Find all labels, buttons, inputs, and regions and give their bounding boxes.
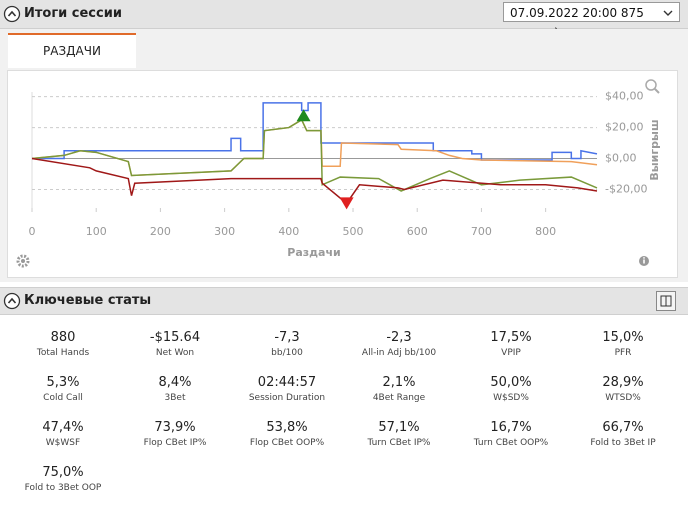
session-dropdown[interactable]: 07.09.2022 20:00 875 раздач) [503, 2, 680, 40]
stat-value: -$15.64 [149, 330, 201, 345]
extreme-marker [339, 197, 354, 210]
x-tick-label: 700 [471, 225, 492, 238]
stat-value: 16,7% [490, 420, 532, 435]
stat-value: 8,4% [158, 375, 192, 390]
stats-title: Ключевые статы [24, 293, 152, 308]
collapse-icon[interactable] [3, 5, 21, 23]
stats-header: Ключевые статы [0, 287, 688, 315]
stat: -2,3 All-in Adj bb/100 [343, 330, 455, 358]
stat-label: VPIP [501, 348, 521, 358]
x-tick-label: 500 [343, 225, 364, 238]
x-tick-label: 0 [29, 225, 36, 238]
x-tick-label: 200 [150, 225, 171, 238]
x-tick-label: 600 [407, 225, 428, 238]
stat: -$15.64 Net Won [119, 330, 231, 358]
stat: 15,0% PFR [567, 330, 679, 358]
series-line [31, 157, 598, 205]
stat: 28,9% WTSD% [567, 375, 679, 403]
stat-label: PFR [614, 348, 632, 358]
stat-label: Cold Call [43, 393, 83, 403]
session-title: Итоги сессии [24, 6, 122, 21]
stat: 16,7% Turn CBet OOP% [455, 420, 567, 448]
x-tick-label: 400 [278, 225, 299, 238]
x-tick-label: 800 [535, 225, 556, 238]
stat-label: 4Bet Range [372, 393, 426, 403]
stat-label: Net Won [155, 348, 195, 358]
stat: 5,3% Cold Call [7, 375, 119, 403]
stat: -7,3 bb/100 [231, 330, 343, 358]
stat-label: Turn CBet IP% [367, 438, 431, 448]
stat-value: 880 [50, 330, 76, 345]
series-line [31, 118, 598, 192]
stat: 47,4% W$WSF [7, 420, 119, 448]
stat-value: 5,3% [46, 375, 80, 390]
y-tick-label: $20,00 [605, 121, 644, 134]
x-axis-label: Раздачи [287, 246, 340, 259]
stat-value: 2,1% [382, 375, 416, 390]
stat-label: Turn CBet OOP% [473, 438, 549, 448]
stat-value: 50,0% [490, 375, 532, 390]
stat-label: 3Bet [164, 393, 186, 403]
y-tick-label: $0,00 [605, 152, 637, 165]
x-tick-label: 100 [86, 225, 107, 238]
stat-value: 66,7% [602, 420, 644, 435]
stat: 53,8% Flop CBet OOP% [231, 420, 343, 448]
stat: 66,7% Fold to 3Bet IP [567, 420, 679, 448]
y-axis-label: Выигрыш [648, 119, 661, 180]
stat-value: 02:44:57 [257, 375, 317, 390]
y-tick-label: $40,00 [605, 90, 644, 103]
stat-label: W$SD% [493, 393, 529, 403]
stat-label: bb/100 [271, 348, 303, 358]
x-tick-label: 300 [214, 225, 235, 238]
y-tick-label: -$20,00 [605, 182, 647, 195]
stat-label: Total Hands [36, 348, 90, 358]
stat-label: All-in Adj bb/100 [361, 348, 437, 358]
settings-icon[interactable] [16, 254, 30, 268]
stat: 75,0% Fold to 3Bet OOP [7, 465, 119, 493]
stat: 73,9% Flop CBet IP% [119, 420, 231, 448]
stat-value: 75,0% [42, 465, 84, 480]
stat: 2,1% 4Bet Range [343, 375, 455, 403]
tab-area: РАЗДАЧИ $40,00 $20,00 $0,00 -$20,00 0 100 200 3… [0, 29, 688, 282]
series-line [32, 102, 598, 161]
stat: 57,1% Turn CBet IP% [343, 420, 455, 448]
stat: 8,4% 3Bet [119, 375, 231, 403]
dropdown-arrow [663, 10, 673, 16]
stat-value: -2,3 [386, 330, 412, 345]
stat-label: W$WSF [45, 438, 81, 448]
chart-panel: $40,00 $20,00 $0,00 -$20,00 0 100 200 300 400 500… [7, 70, 678, 278]
stat-value: 57,1% [378, 420, 420, 435]
extreme-marker [296, 109, 311, 122]
collapse-icon[interactable] [3, 292, 21, 310]
stat-label: Fold to 3Bet OOP [24, 483, 102, 493]
tab[interactable]: РАЗДАЧИ [8, 33, 136, 68]
layout-button[interactable] [656, 291, 676, 311]
chart: $40,00 $20,00 $0,00 -$20,00 0 100 200 300 400 500… [16, 79, 661, 268]
stat-value: -7,3 [274, 330, 300, 345]
stat-value: 28,9% [602, 375, 644, 390]
zoom-icon[interactable] [645, 79, 660, 94]
stat-label: Fold to 3Bet IP [590, 438, 656, 448]
stat: 17,5% VPIP [455, 330, 567, 358]
stat-label: Session Duration [248, 393, 326, 403]
series-line [31, 118, 598, 177]
stat-label: Flop CBet IP% [143, 438, 207, 448]
stat-value: 47,4% [42, 420, 84, 435]
stat-value: 53,8% [266, 420, 308, 435]
stat: 02:44:57 Session Duration [231, 375, 343, 403]
stat: 50,0% W$SD% [455, 375, 567, 403]
stat-label: Flop CBet OOP% [249, 438, 325, 448]
stat-value: 15,0% [602, 330, 644, 345]
stat-label: WTSD% [605, 393, 641, 403]
session-header: Итоги сессии 07.09.2022 20:00 875 раздач… [0, 0, 688, 40]
stat-value: 73,9% [154, 420, 196, 435]
stat-value: 17,5% [490, 330, 532, 345]
stat: 880 Total Hands [7, 330, 119, 358]
info-icon[interactable] [639, 256, 649, 266]
